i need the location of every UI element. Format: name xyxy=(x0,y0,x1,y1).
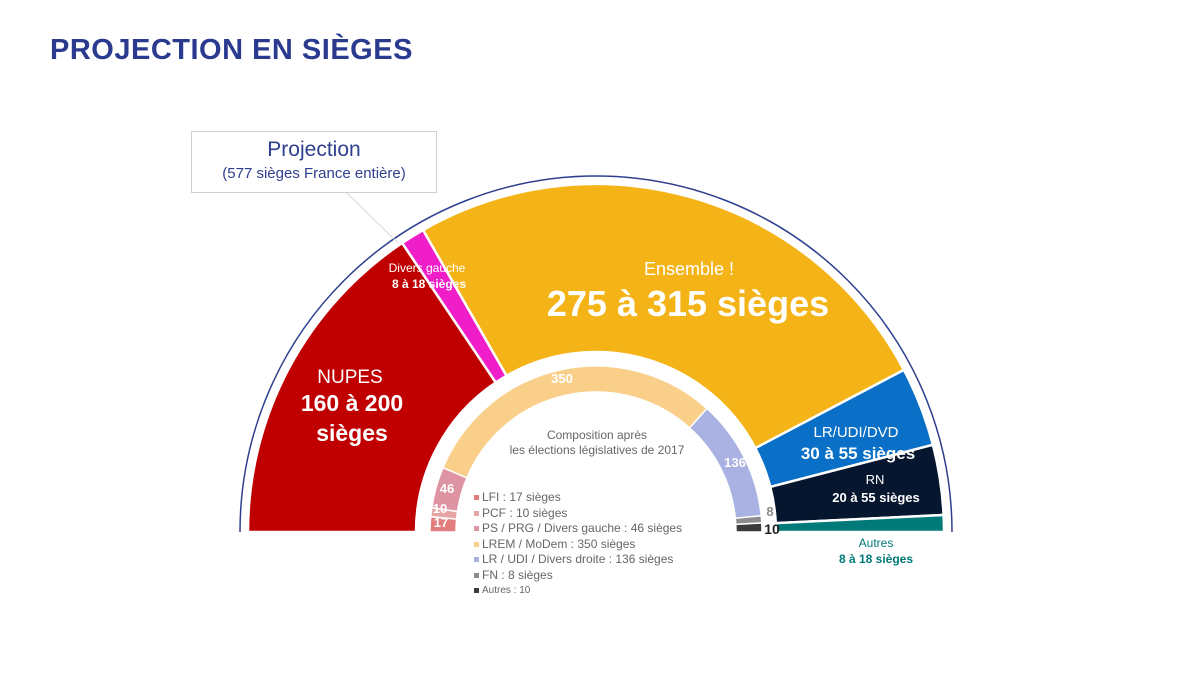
label-rn-name: RN xyxy=(866,472,885,487)
composition-sector-autres xyxy=(735,522,763,533)
legend-item-lr-udi: LR / UDI / Divers droite : 136 sièges xyxy=(474,552,682,568)
legend-swatch xyxy=(474,587,479,593)
label-rn-value: 20 à 55 sièges xyxy=(832,490,919,505)
label-lr-udi-dvd-name: LR/UDI/DVD xyxy=(813,424,898,441)
sector-nupes xyxy=(246,241,498,534)
composition-value-label-fn: 8 xyxy=(766,504,773,519)
page-title: PROJECTION EN SIÈGES xyxy=(50,34,413,66)
legend-swatch xyxy=(474,572,479,578)
composition-legend: LFI : 17 sièges PCF : 10 sièges PS / PRG… xyxy=(474,490,682,599)
legend-item-lrem-modem: LREM / MoDem : 350 sièges xyxy=(474,537,682,553)
legend-swatch xyxy=(474,557,479,563)
legend-label: PS / PRG / Divers gauche : 46 sièges xyxy=(482,521,683,535)
projection-callout-subtitle: (577 sièges France entière) xyxy=(222,165,406,182)
label-nupes-value: 160 à 200 xyxy=(301,390,403,416)
legend-label: FN : 8 sièges xyxy=(482,567,553,582)
sector-ensemble xyxy=(421,182,906,450)
label-nupes-name: NUPES xyxy=(317,367,382,388)
legend-swatch xyxy=(474,541,479,547)
legend-label: LR / UDI / Divers droite : 136 sièges xyxy=(482,552,674,566)
composition-title: Composition après xyxy=(547,428,647,442)
projection-callout-box: Projection (577 sièges France entière) xyxy=(191,131,437,193)
legend-item-pcf: PCF : 10 sièges xyxy=(474,506,682,522)
legend-label: LFI : 17 sièges xyxy=(482,490,561,504)
callout-leader-line xyxy=(344,190,399,244)
composition-value-label-pcf: 10 xyxy=(433,501,447,516)
sector-autres xyxy=(774,513,946,534)
projection-sectors xyxy=(246,182,946,534)
label-ensemble-name: Ensemble ! xyxy=(644,259,734,279)
legend-label: Autres : 10 xyxy=(482,585,531,596)
composition-value-label-ps-prg-divers-gauche: 46 xyxy=(440,481,454,496)
label-divers-gauche-name: Divers gauche xyxy=(389,261,466,275)
legend-item-autres: Autres : 10 xyxy=(474,583,682,599)
label-nupes-unit: sièges xyxy=(316,420,388,446)
legend-item-fn: FN : 8 sièges xyxy=(474,568,682,584)
legend-item-lfi: LFI : 17 sièges xyxy=(474,490,682,506)
composition-value-label-autres: 10 xyxy=(764,521,780,537)
legend-item-ps-prg: PS / PRG / Divers gauche : 46 sièges xyxy=(474,521,682,537)
legend-swatch xyxy=(474,510,479,516)
composition-subtitle: les élections législatives de 2017 xyxy=(510,443,685,457)
hemicycle-outline-arc xyxy=(239,175,953,533)
legend-swatch xyxy=(474,526,479,532)
projection-labels: NUPES 160 à 200 sièges Divers gauche 8 à… xyxy=(301,259,920,566)
label-autres-value: 8 à 18 sièges xyxy=(839,552,913,566)
composition-value-label-lrem-modem: 350 xyxy=(551,371,573,386)
label-autres-name: Autres xyxy=(859,536,894,550)
composition-2017-sectors xyxy=(429,365,763,533)
legend-label: PCF : 10 sièges xyxy=(482,505,568,520)
composition-value-label-lr-udi-divers-droite: 136 xyxy=(724,455,746,470)
legend-label: LREM / MoDem : 350 sièges xyxy=(482,536,636,551)
composition-2017-labels: Composition après les élections législat… xyxy=(433,371,780,537)
legend-swatch xyxy=(474,495,479,501)
projection-callout-title: Projection xyxy=(267,138,361,161)
label-ensemble-value: 275 à 315 sièges xyxy=(547,283,829,324)
label-divers-gauche-value: 8 à 18 sièges xyxy=(392,277,466,291)
label-lr-udi-dvd-value: 30 à 55 sièges xyxy=(801,444,915,463)
composition-value-label-lfi: 17 xyxy=(434,515,448,530)
